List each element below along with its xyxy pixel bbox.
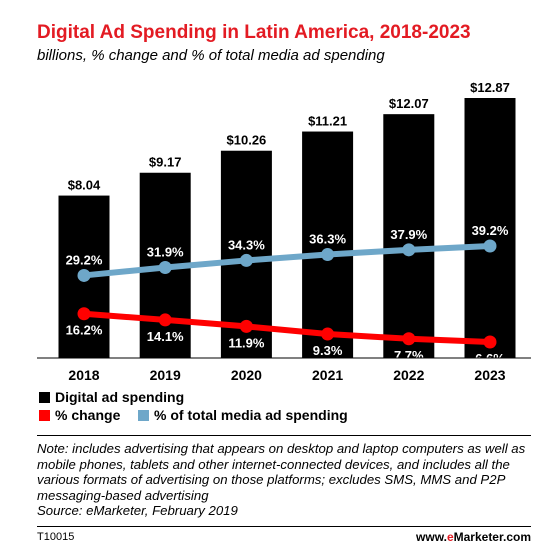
percent-change-data-label: 9.3% — [313, 343, 343, 358]
chart-title: Digital Ad Spending in Latin America, 20… — [37, 22, 471, 43]
percent-change-data-label: 16.2% — [66, 323, 103, 338]
chart-plot: $8.04 $9.17 $10.26 $11.21 $12.07 $12.87 29.2%… — [37, 80, 531, 383]
percent-change-data-label: 7.7% — [394, 348, 424, 363]
bar-value-label: $12.87 — [470, 80, 510, 95]
share-of-total-data-label: 36.3% — [309, 232, 346, 247]
brand-e: e — [446, 530, 454, 544]
share-of-total-line — [81, 243, 493, 279]
x-tick-labels: 2018 2019 2020 2021 2022 2023 — [68, 367, 505, 383]
bar-value-label: $11.21 — [308, 114, 347, 129]
brand-prefix: www. — [416, 530, 447, 544]
x-tick-label: 2022 — [393, 367, 424, 383]
legend-swatch-black — [39, 391, 50, 403]
percent-change-line — [81, 310, 493, 345]
x-tick-label: 2021 — [312, 367, 343, 383]
divider-bottom — [37, 526, 531, 527]
legend-swatch-blue — [138, 409, 149, 421]
percent-change-point — [483, 335, 497, 349]
percent-change-point — [77, 307, 91, 321]
legend-label: % change — [55, 407, 121, 423]
percent-change-data-label: 11.9% — [228, 335, 265, 350]
brand-link[interactable]: www.eMarketer.com — [416, 530, 531, 544]
bar-value-label: $9.17 — [149, 155, 182, 170]
percent-change-point — [239, 319, 253, 333]
percent-change-data-label: 14.1% — [147, 329, 184, 344]
legend-item-percent-of-total: % of total media ad spending — [138, 407, 348, 423]
share-of-total-point — [158, 260, 172, 274]
percent-change-point — [321, 327, 335, 341]
share-of-total-data-label: 29.2% — [66, 252, 103, 267]
share-of-total-data-label: 34.3% — [228, 237, 265, 252]
bar-2022 — [383, 114, 435, 358]
share-of-total-point — [402, 243, 416, 257]
share-of-total-data-label: 39.2% — [472, 223, 509, 238]
share-of-total-point — [77, 268, 91, 282]
x-tick-label: 2023 — [474, 367, 505, 383]
chart-subtitle: billions, % change and % of total media … — [37, 47, 385, 64]
bar-2023 — [464, 98, 516, 358]
percent-change-point — [402, 332, 416, 346]
note-text: Note: includes advertising that appears … — [37, 441, 526, 503]
share-of-total-data-label: 31.9% — [147, 244, 184, 259]
note-block: Note: includes advertising that appears … — [37, 441, 537, 519]
x-tick-label: 2018 — [68, 367, 99, 383]
legend-item-digital-ad-spending: Digital ad spending — [39, 389, 184, 405]
source-text: Source: eMarketer, February 2019 — [37, 503, 238, 519]
bar-value-label: $8.04 — [68, 178, 101, 193]
legend-item-percent-change: % change — [39, 407, 120, 423]
share-of-total-point — [321, 248, 335, 262]
x-tick-label: 2019 — [150, 367, 181, 383]
legend-label: % of total media ad spending — [154, 407, 348, 423]
x-tick-label: 2020 — [231, 367, 262, 383]
percent-change-point — [158, 313, 172, 327]
divider-top — [37, 435, 531, 436]
bar-2021 — [302, 131, 354, 358]
share-of-total-data-label: 37.9% — [390, 227, 427, 242]
chart-code: T10015 — [37, 531, 75, 543]
legend-label: Digital ad spending — [55, 389, 185, 405]
bar-value-label: $12.07 — [389, 96, 429, 111]
brand-rest: Marketer.com — [453, 530, 531, 544]
lines-layer: 29.2% 31.9% 34.3% 36.3% 37.9% 39.2% 16.2% 14.1%… — [66, 223, 509, 366]
legend-swatch-red — [39, 409, 50, 421]
bar-value-label: $10.26 — [227, 133, 267, 148]
share-of-total-point — [239, 253, 253, 267]
share-of-total-point — [483, 239, 497, 253]
